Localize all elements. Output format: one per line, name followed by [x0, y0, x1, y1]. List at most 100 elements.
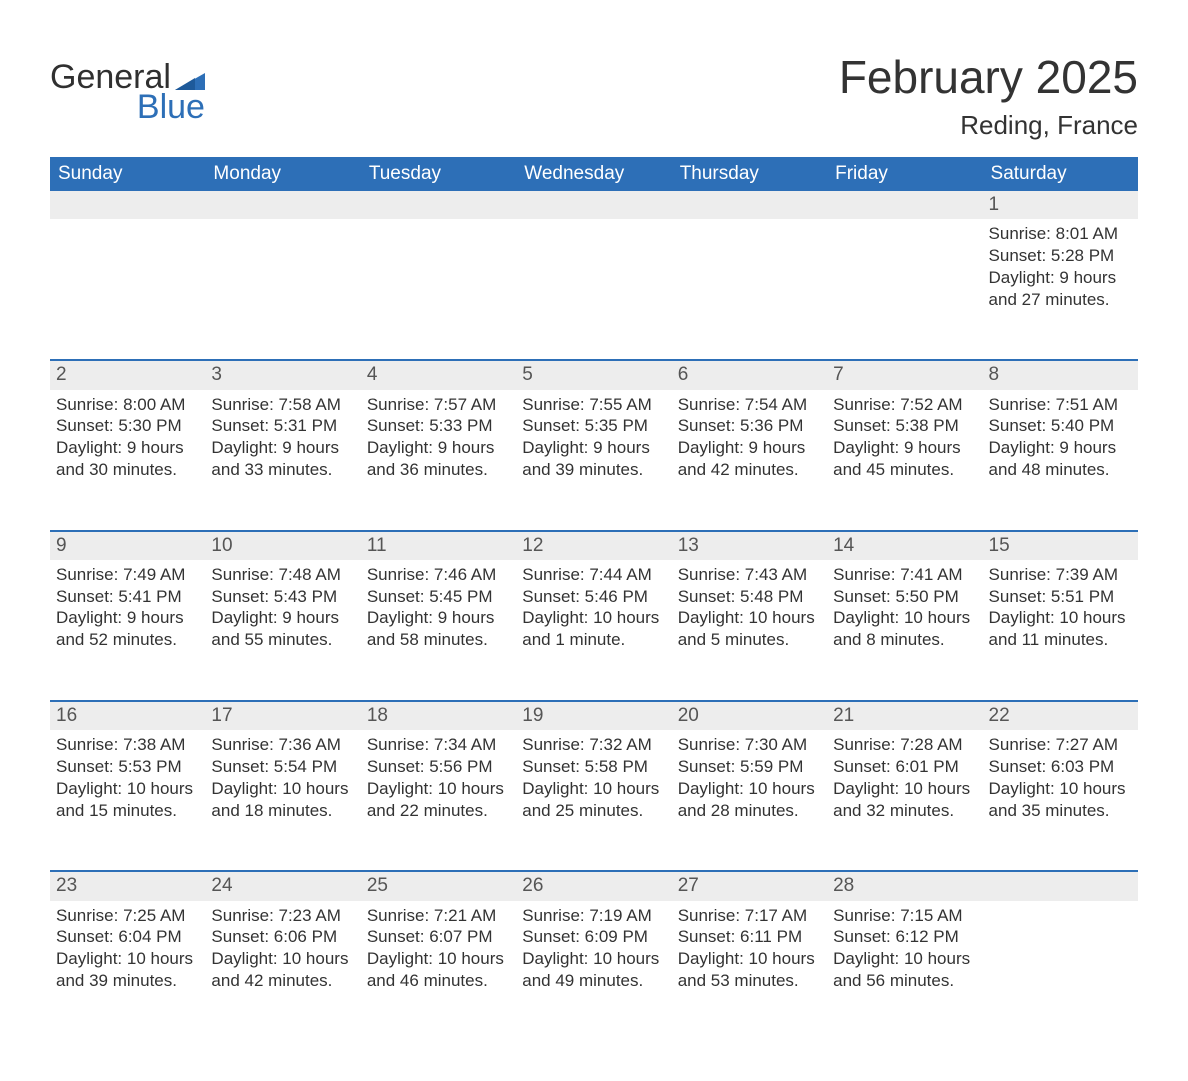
weekday-header-row: Sunday Monday Tuesday Wednesday Thursday… [50, 157, 1138, 191]
sunset-text: Sunset: 5:59 PM [678, 756, 816, 778]
week-body-row: Sunrise: 7:25 AMSunset: 6:04 PMDaylight:… [50, 901, 1138, 1041]
daylight-text: Daylight: 10 hours and 42 minutes. [211, 948, 349, 992]
sunset-text: Sunset: 5:45 PM [367, 586, 505, 608]
day-number: 5 [516, 359, 671, 389]
day-cell [983, 901, 1138, 1041]
day-cell: Sunrise: 8:01 AMSunset: 5:28 PMDaylight:… [983, 219, 1138, 359]
day-cell: Sunrise: 7:49 AMSunset: 5:41 PMDaylight:… [50, 560, 205, 700]
day-cell: Sunrise: 7:34 AMSunset: 5:56 PMDaylight:… [361, 730, 516, 870]
day-number: 24 [205, 870, 360, 900]
daylight-text: Daylight: 10 hours and 39 minutes. [56, 948, 194, 992]
sunset-text: Sunset: 6:12 PM [833, 926, 971, 948]
title-block: February 2025 Reding, France [839, 50, 1138, 147]
week-daynum-row: 16171819202122 [50, 700, 1138, 730]
sunrise-text: Sunrise: 7:17 AM [678, 905, 816, 927]
day-cell: Sunrise: 7:48 AMSunset: 5:43 PMDaylight:… [205, 560, 360, 700]
sunset-text: Sunset: 5:46 PM [522, 586, 660, 608]
daylight-text: Daylight: 9 hours and 52 minutes. [56, 607, 194, 651]
sunrise-text: Sunrise: 7:39 AM [989, 564, 1127, 586]
daylight-text: Daylight: 9 hours and 48 minutes. [989, 437, 1127, 481]
sunset-text: Sunset: 5:35 PM [522, 415, 660, 437]
sunrise-text: Sunrise: 8:01 AM [989, 223, 1127, 245]
weekday-header: Monday [205, 157, 360, 191]
sunrise-text: Sunrise: 7:27 AM [989, 734, 1127, 756]
daylight-text: Daylight: 10 hours and 49 minutes. [522, 948, 660, 992]
sunrise-text: Sunrise: 7:28 AM [833, 734, 971, 756]
sunrise-text: Sunrise: 7:46 AM [367, 564, 505, 586]
sunrise-text: Sunrise: 7:52 AM [833, 394, 971, 416]
week-body-row: Sunrise: 7:38 AMSunset: 5:53 PMDaylight:… [50, 730, 1138, 870]
sunset-text: Sunset: 5:58 PM [522, 756, 660, 778]
sunrise-text: Sunrise: 7:43 AM [678, 564, 816, 586]
day-number [827, 191, 982, 219]
day-cell: Sunrise: 7:43 AMSunset: 5:48 PMDaylight:… [672, 560, 827, 700]
daylight-text: Daylight: 10 hours and 18 minutes. [211, 778, 349, 822]
daylight-text: Daylight: 9 hours and 39 minutes. [522, 437, 660, 481]
week-daynum-row: 2345678 [50, 359, 1138, 389]
sunrise-text: Sunrise: 7:41 AM [833, 564, 971, 586]
day-cell: Sunrise: 7:58 AMSunset: 5:31 PMDaylight:… [205, 390, 360, 530]
sunrise-text: Sunrise: 7:15 AM [833, 905, 971, 927]
daylight-text: Daylight: 9 hours and 36 minutes. [367, 437, 505, 481]
day-number: 17 [205, 700, 360, 730]
day-number: 13 [672, 530, 827, 560]
sunrise-text: Sunrise: 7:51 AM [989, 394, 1127, 416]
daylight-text: Daylight: 9 hours and 55 minutes. [211, 607, 349, 651]
day-cell: Sunrise: 7:55 AMSunset: 5:35 PMDaylight:… [516, 390, 671, 530]
day-number [205, 191, 360, 219]
sunset-text: Sunset: 5:54 PM [211, 756, 349, 778]
day-cell [361, 219, 516, 359]
sunset-text: Sunset: 6:11 PM [678, 926, 816, 948]
day-cell [672, 219, 827, 359]
day-number: 8 [983, 359, 1138, 389]
day-number: 16 [50, 700, 205, 730]
day-cell [516, 219, 671, 359]
day-cell: Sunrise: 7:52 AMSunset: 5:38 PMDaylight:… [827, 390, 982, 530]
sunset-text: Sunset: 5:40 PM [989, 415, 1127, 437]
day-number: 3 [205, 359, 360, 389]
day-number: 26 [516, 870, 671, 900]
sunrise-text: Sunrise: 7:57 AM [367, 394, 505, 416]
sunset-text: Sunset: 5:53 PM [56, 756, 194, 778]
day-cell: Sunrise: 7:30 AMSunset: 5:59 PMDaylight:… [672, 730, 827, 870]
sunrise-text: Sunrise: 7:23 AM [211, 905, 349, 927]
sunset-text: Sunset: 6:03 PM [989, 756, 1127, 778]
sunrise-text: Sunrise: 7:55 AM [522, 394, 660, 416]
sunset-text: Sunset: 5:56 PM [367, 756, 505, 778]
day-cell [205, 219, 360, 359]
sunrise-text: Sunrise: 7:32 AM [522, 734, 660, 756]
sunset-text: Sunset: 5:48 PM [678, 586, 816, 608]
weekday-header: Saturday [983, 157, 1138, 191]
day-cell: Sunrise: 8:00 AMSunset: 5:30 PMDaylight:… [50, 390, 205, 530]
sunset-text: Sunset: 5:28 PM [989, 245, 1127, 267]
day-cell: Sunrise: 7:19 AMSunset: 6:09 PMDaylight:… [516, 901, 671, 1041]
day-number: 4 [361, 359, 516, 389]
weekday-header: Sunday [50, 157, 205, 191]
sunrise-text: Sunrise: 7:36 AM [211, 734, 349, 756]
sunrise-text: Sunrise: 8:00 AM [56, 394, 194, 416]
day-number: 21 [827, 700, 982, 730]
sunset-text: Sunset: 6:09 PM [522, 926, 660, 948]
daylight-text: Daylight: 10 hours and 28 minutes. [678, 778, 816, 822]
day-cell: Sunrise: 7:44 AMSunset: 5:46 PMDaylight:… [516, 560, 671, 700]
daylight-text: Daylight: 10 hours and 8 minutes. [833, 607, 971, 651]
calendar-table: Sunday Monday Tuesday Wednesday Thursday… [50, 157, 1138, 1041]
daylight-text: Daylight: 10 hours and 32 minutes. [833, 778, 971, 822]
day-cell: Sunrise: 7:51 AMSunset: 5:40 PMDaylight:… [983, 390, 1138, 530]
sunset-text: Sunset: 5:33 PM [367, 415, 505, 437]
week-daynum-row: 232425262728 [50, 870, 1138, 900]
sunrise-text: Sunrise: 7:44 AM [522, 564, 660, 586]
daylight-text: Daylight: 10 hours and 56 minutes. [833, 948, 971, 992]
sunrise-text: Sunrise: 7:30 AM [678, 734, 816, 756]
day-number: 12 [516, 530, 671, 560]
day-cell: Sunrise: 7:25 AMSunset: 6:04 PMDaylight:… [50, 901, 205, 1041]
daylight-text: Daylight: 9 hours and 30 minutes. [56, 437, 194, 481]
sunset-text: Sunset: 5:50 PM [833, 586, 971, 608]
day-cell: Sunrise: 7:15 AMSunset: 6:12 PMDaylight:… [827, 901, 982, 1041]
sunset-text: Sunset: 5:38 PM [833, 415, 971, 437]
day-number: 7 [827, 359, 982, 389]
sunrise-text: Sunrise: 7:21 AM [367, 905, 505, 927]
weekday-header: Friday [827, 157, 982, 191]
day-number [983, 870, 1138, 900]
weekday-header: Wednesday [516, 157, 671, 191]
